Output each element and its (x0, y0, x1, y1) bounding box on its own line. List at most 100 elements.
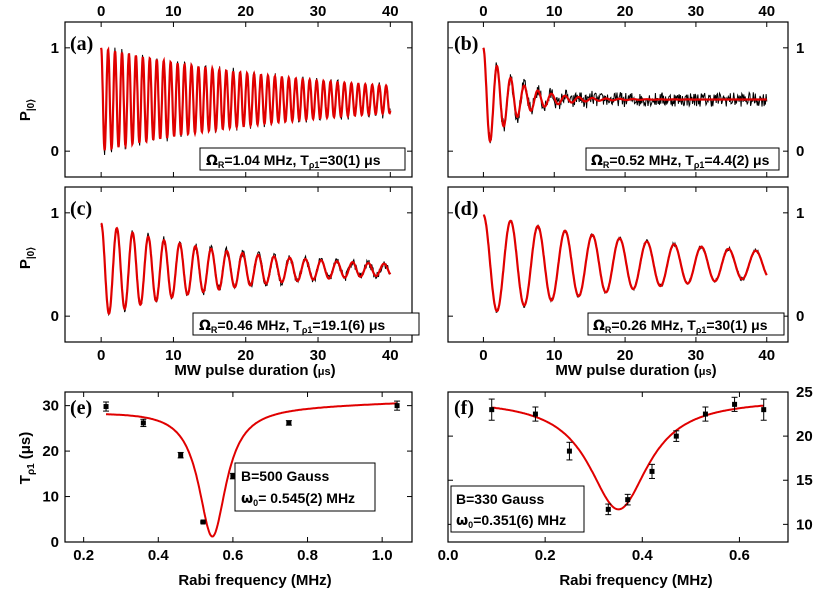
x-tick-label-c: 10 (165, 347, 182, 364)
data-point-f (673, 433, 679, 439)
data-point-f (702, 411, 708, 417)
y-tick-label-e: 20 (42, 443, 59, 460)
series-group-d (482, 213, 768, 313)
x-tick-label-d: 40 (758, 347, 775, 364)
svg-text:ΩR=1.04 MHz, Tρ1=30(1) μs: ΩR=1.04 MHz, Tρ1=30(1) μs (206, 152, 381, 170)
annotation-a: ΩR=1.04 MHz, Tρ1=30(1) μs (199, 147, 406, 171)
frame-f (447, 391, 789, 543)
fit-curve-a (100, 46, 392, 151)
y-tick-label-d: 0 (796, 308, 804, 325)
x-tick-label-b: 40 (758, 3, 775, 20)
y-label-e: Tρ1(μs) (17, 432, 37, 484)
data-point-f (732, 401, 738, 407)
svg-text:ΩR=0.26 MHz, Tρ1=30(1) μs: ΩR=0.26 MHz, Tρ1=30(1) μs (593, 317, 768, 335)
data-point-e (286, 420, 292, 426)
frame-b (447, 21, 789, 178)
svg-text:P|0⟩: P|0⟩ (17, 99, 37, 121)
svg-text:ΩR=0.46 MHz, Tρ1=19.1(6) μs: ΩR=0.46 MHz, Tρ1=19.1(6) μs (199, 317, 385, 335)
series-group-c (100, 222, 392, 317)
x-label-d: MW pulse duration (μs) (555, 362, 716, 379)
data-point-e (230, 473, 236, 479)
fit-curve-d (482, 213, 768, 313)
svg-text:Tρ1(μs): Tρ1(μs) (17, 432, 37, 484)
svg-text:B=500 Gauss: B=500 Gauss (241, 468, 330, 484)
x-tick-label-a: 20 (237, 3, 254, 20)
x-tick-label-d: 20 (617, 347, 634, 364)
y-tick-label-f: 20 (796, 428, 813, 445)
data-point-e (394, 403, 400, 409)
x-label-e: Rabi frequency (MHz) (178, 572, 331, 589)
annotation-d: ΩR=0.26 MHz, Tρ1=30(1) μs (587, 312, 785, 336)
y-label-a: P|0⟩ (17, 99, 37, 121)
svg-text:ω0=0.351(6) MHz: ω0=0.351(6) MHz (456, 512, 566, 530)
x-tick-label-d: 10 (546, 347, 563, 364)
y-tick-label-b: 1 (796, 40, 804, 57)
x-tick-label-b: 10 (546, 3, 563, 20)
x-tick-label-b: 30 (688, 3, 705, 20)
x-label-c: MW pulse duration (μs) (174, 362, 335, 379)
y-tick-label-e: 0 (51, 534, 59, 551)
y-tick-label-e: 30 (42, 398, 59, 415)
y-tick-label-f: 10 (796, 516, 813, 533)
x-tick-label-e: 0.2 (73, 547, 94, 564)
annotation-f: B=330 Gauss ω0=0.351(6) MHz (450, 485, 585, 533)
x-tick-label-e: 1.0 (372, 547, 393, 564)
x-tick-label-a: 30 (310, 3, 327, 20)
x-tick-label-c: 20 (237, 347, 254, 364)
svg-text:B=330 Gauss: B=330 Gauss (456, 491, 545, 507)
plot-data (100, 46, 768, 538)
data-point-f (566, 448, 572, 454)
frame-e (64, 391, 413, 543)
data-curve-b (482, 47, 768, 144)
y-tick-label-f: 15 (796, 472, 813, 489)
x-tick-label-d: 30 (688, 347, 705, 364)
frame-c (64, 186, 413, 343)
data-point-e (140, 420, 146, 426)
x-tick-label-a: 40 (382, 3, 399, 20)
y-tick-label-c: 0 (51, 308, 59, 325)
data-point-f (761, 407, 767, 413)
x-tick-label-e: 0.4 (148, 547, 170, 564)
data-point-e (103, 404, 109, 410)
annotation-e: B=500 Gauss ω0= 0.545(2) MHz (234, 462, 376, 512)
y-tick-label-c: 1 (51, 205, 59, 222)
x-tick-label-d: 0 (479, 347, 487, 364)
data-point-f (625, 497, 631, 503)
svg-text:P|0⟩: P|0⟩ (17, 247, 37, 269)
plot-frames (64, 21, 789, 543)
svg-text:ΩR=0.52 MHz, Tρ1=4.4(2) μs: ΩR=0.52 MHz, Tρ1=4.4(2) μs (591, 152, 770, 170)
series-group-a (100, 46, 392, 156)
series-group-f (488, 396, 767, 516)
x-tick-label-e: 0.6 (222, 547, 243, 564)
data-point-f (649, 468, 655, 474)
panel-label-b: (b) (454, 33, 478, 55)
fit-curve-b (482, 47, 767, 143)
x-tick-label-c: 30 (310, 347, 327, 364)
y-tick-label-f: 25 (796, 384, 813, 401)
panel-label-e: (e) (70, 397, 92, 419)
svg-text:ω0= 0.545(2) MHz: ω0= 0.545(2) MHz (241, 490, 355, 508)
y-label-c: P|0⟩ (17, 247, 37, 269)
x-tick-label-a: 10 (165, 3, 182, 20)
y-tick-label-a: 0 (51, 143, 59, 160)
x-tick-label-b: 0 (479, 3, 487, 20)
data-point-f (532, 411, 538, 417)
panel-label-f: (f) (454, 397, 474, 419)
y-tick-label-b: 0 (796, 143, 804, 160)
fit-curve-e (106, 402, 398, 538)
x-tick-label-f: 0.6 (729, 547, 750, 564)
panel-label-c: (c) (70, 198, 92, 220)
data-point-f (489, 407, 495, 413)
x-tick-label-f: 0.2 (535, 547, 556, 564)
data-point-f (605, 506, 611, 512)
series-group-b (482, 47, 768, 144)
x-label-f: Rabi frequency (MHz) (559, 572, 712, 589)
annotation-b: ΩR=0.52 MHz, Tρ1=4.4(2) μs (585, 147, 780, 171)
frame-a (64, 21, 413, 178)
fit-curve-c (100, 222, 392, 316)
series-group-e (103, 400, 401, 538)
x-tick-label-f: 0.0 (438, 547, 459, 564)
y-tick-label-a: 1 (51, 40, 59, 57)
y-tick-label-e: 10 (42, 489, 59, 506)
